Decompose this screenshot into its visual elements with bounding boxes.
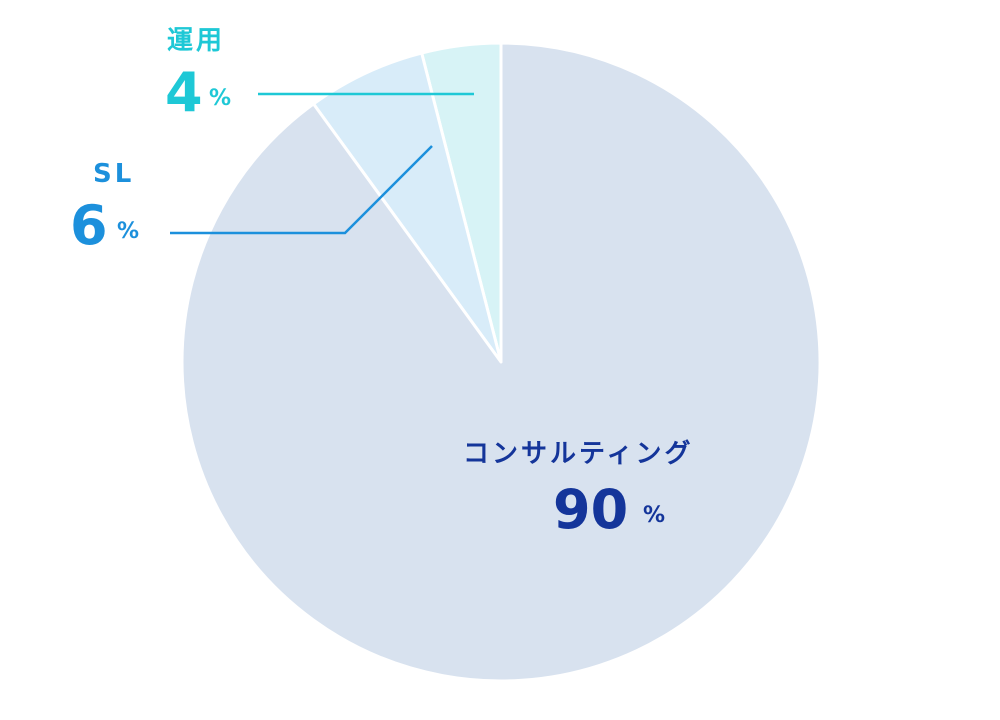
slice-category-unyo: 運用 <box>167 26 226 56</box>
slice-label-unyo: 運用 4 % <box>165 26 231 120</box>
slice-label-sl: SL 6 % <box>70 159 139 253</box>
pie-slice-sl <box>311 51 503 364</box>
slice-unit-sl: % <box>117 219 140 244</box>
slice-category-sl: SL <box>93 159 135 189</box>
pie-slices <box>180 41 822 683</box>
slice-category-consulting: コンサルティング <box>463 439 694 469</box>
slice-unit-consulting: % <box>643 503 666 528</box>
slice-value-sl: 6 <box>70 194 108 257</box>
leader-line-sl <box>170 145 433 235</box>
slice-value-unyo: 4 <box>165 61 203 124</box>
slice-unit-unyo: % <box>209 86 232 111</box>
slice-label-consulting: コンサルティング 90 % <box>463 439 694 537</box>
pie-slice-consulting <box>180 41 822 683</box>
slice-value-consulting: 90 <box>553 478 629 541</box>
